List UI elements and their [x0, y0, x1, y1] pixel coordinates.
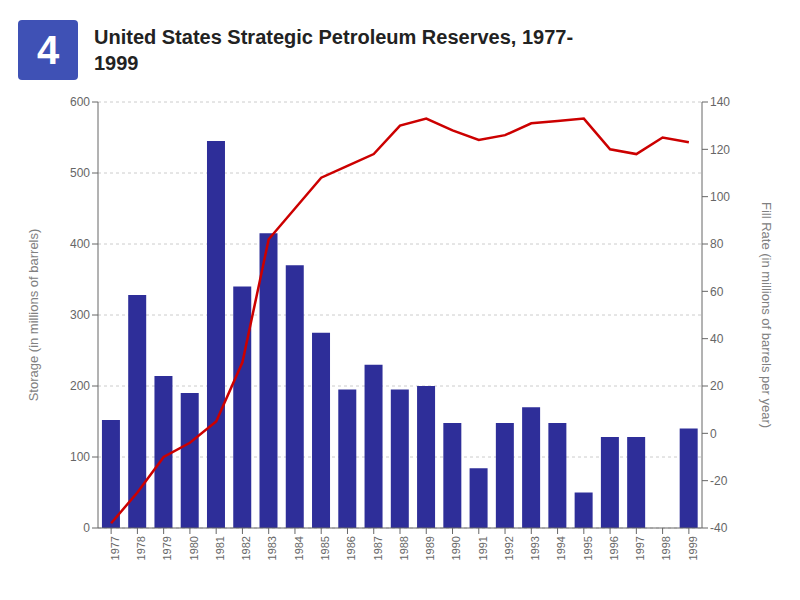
svg-text:1978: 1978: [135, 536, 147, 560]
html-text:United States Strategic Petrol: United States Strategic Petroleum Reserv…: [94, 26, 574, 48]
svg-text:120: 120: [710, 143, 730, 157]
svg-text:200: 200: [70, 379, 90, 393]
svg-text:60: 60: [710, 285, 724, 299]
svg-text:1988: 1988: [398, 536, 410, 560]
svg-text:40: 40: [710, 332, 724, 346]
svg-text:Fill Rate (in millions of barr: Fill Rate (in millions of barrels per ye…: [759, 202, 774, 428]
svg-text:1997: 1997: [634, 536, 646, 560]
svg-text:1990: 1990: [450, 536, 462, 560]
svg-text:100: 100: [710, 190, 730, 204]
svg-text:300: 300: [70, 308, 90, 322]
svg-text:1999: 1999: [687, 536, 699, 560]
svg-text:1982: 1982: [240, 536, 252, 560]
svg-text:1980: 1980: [188, 536, 200, 560]
svg-text:1983: 1983: [267, 536, 279, 560]
svg-text:1996: 1996: [608, 536, 620, 560]
svg-text:600: 600: [70, 95, 90, 109]
svg-text:1998: 1998: [660, 536, 672, 560]
svg-text:1989: 1989: [424, 536, 436, 560]
svg-text:100: 100: [70, 450, 90, 464]
svg-text:0: 0: [710, 427, 717, 441]
svg-text:1987: 1987: [372, 536, 384, 560]
svg-text:1979: 1979: [161, 536, 173, 560]
svg-text:1984: 1984: [293, 536, 305, 560]
svg-text:Storage (in millions of barrel: Storage (in millions of barrels): [26, 229, 41, 402]
svg-text:0: 0: [83, 521, 90, 535]
svg-text:140: 140: [710, 95, 730, 109]
svg-text:1993: 1993: [529, 536, 541, 560]
svg-text:1986: 1986: [345, 536, 357, 560]
svg-text:-40: -40: [710, 521, 728, 535]
svg-text:400: 400: [70, 237, 90, 251]
svg-text:-20: -20: [710, 474, 728, 488]
html-text:1999: 1999: [94, 52, 139, 74]
svg-text:1995: 1995: [582, 536, 594, 560]
svg-text:1991: 1991: [477, 536, 489, 560]
svg-text:1977: 1977: [109, 536, 121, 560]
html-text:4: 4: [36, 27, 60, 72]
svg-text:1994: 1994: [555, 536, 567, 560]
svg-text:1985: 1985: [319, 536, 331, 560]
svg-text:1992: 1992: [503, 536, 515, 560]
svg-text:20: 20: [710, 379, 724, 393]
svg-text:80: 80: [710, 237, 724, 251]
svg-text:500: 500: [70, 166, 90, 180]
svg-text:1981: 1981: [214, 536, 226, 560]
